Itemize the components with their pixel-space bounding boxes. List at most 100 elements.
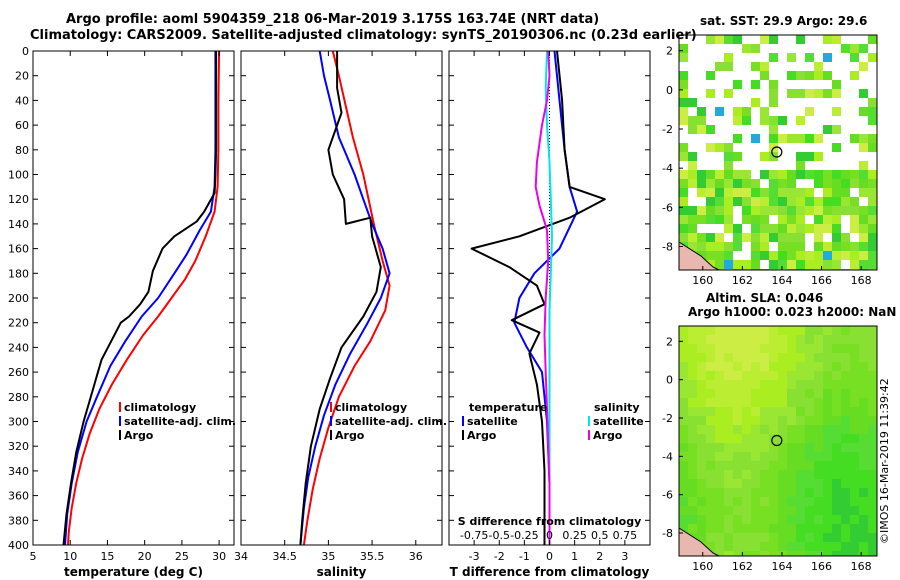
- sla-map-cell: [787, 425, 796, 434]
- sla-map-cell: [751, 380, 760, 389]
- sla-map-cell: [832, 398, 841, 407]
- sst-map-title: sat. SST: 29.9 Argo: 29.6: [700, 14, 868, 28]
- sla-map-cell: [778, 461, 787, 470]
- x-tick-label: 30: [212, 550, 226, 563]
- sla-map-cell: [841, 533, 850, 542]
- sla-map-cell: [679, 380, 688, 389]
- sla-map-cell: [787, 488, 796, 497]
- sla-map-cell: [742, 479, 751, 488]
- sla-map-cell: [778, 443, 787, 452]
- sla-map-cell: [697, 524, 706, 533]
- sst-map-cell: [760, 242, 769, 251]
- sla-map-cell: [796, 353, 805, 362]
- sla-map-cell: [859, 479, 868, 488]
- sst-map-cell: [751, 206, 760, 215]
- sla-map-cell: [679, 434, 688, 443]
- sst-map-cell: [850, 224, 859, 233]
- map-x-tick-label: 166: [811, 560, 832, 573]
- sla-map-cell: [823, 551, 832, 556]
- sla-map-cell: [832, 380, 841, 389]
- sst-map-cell: [760, 251, 769, 260]
- sst-map-cell: [769, 134, 778, 143]
- y-tick-label: 280: [8, 391, 29, 404]
- sla-map-cell: [769, 524, 778, 533]
- sla-map-cell: [760, 380, 769, 389]
- y-tick-label: 220: [8, 317, 29, 330]
- sst-map-cell: [850, 179, 859, 188]
- legend-diff-sal-argo: Argo: [593, 429, 623, 442]
- sla-map-cell: [733, 488, 742, 497]
- sst-map-cell: [742, 179, 751, 188]
- sst-map-cell: [760, 215, 769, 224]
- map-x-tick-label: 164: [771, 274, 792, 287]
- sla-map-cell: [751, 344, 760, 353]
- sla-map-cell: [778, 551, 787, 556]
- sst-map-cell: [814, 206, 823, 215]
- sla-map-cell: [769, 551, 778, 556]
- sla-map-cell: [715, 416, 724, 425]
- sst-map-cell: [688, 179, 697, 188]
- x-tick-label: -3: [469, 550, 480, 563]
- sst-map-cell: [742, 233, 751, 242]
- sla-map-cell: [778, 533, 787, 542]
- sla-map-cell: [715, 488, 724, 497]
- sst-map-cell: [706, 179, 715, 188]
- sla-map-cell: [742, 506, 751, 515]
- sst-map-cell: [769, 197, 778, 206]
- sla-map-cell: [859, 344, 868, 353]
- sla-map-cell: [751, 398, 760, 407]
- sla-map-cell: [823, 326, 832, 335]
- sla-map-cell: [724, 551, 733, 556]
- sst-map-cell: [697, 107, 706, 116]
- sla-map-cell: [805, 452, 814, 461]
- sla-map-cell: [733, 353, 742, 362]
- sla-map-cell: [751, 506, 760, 515]
- sla-map-cell: [742, 497, 751, 506]
- sla-map-cell: [697, 506, 706, 515]
- sst-map-cell: [778, 179, 787, 188]
- top-tick-label: -0.75: [460, 529, 488, 542]
- sst-map-cell: [787, 134, 796, 143]
- sla-map-cell: [769, 389, 778, 398]
- x-tick-label: 15: [100, 550, 114, 563]
- sla-map-cell: [688, 425, 697, 434]
- sst-map-cell: [841, 206, 850, 215]
- sla-map-cell: [796, 452, 805, 461]
- credit-text: ©IMOS 16-Mar-2019 11:39:42: [878, 378, 891, 544]
- sla-map-cell: [823, 470, 832, 479]
- sla-map-cell: [679, 416, 688, 425]
- sla-map-cell: [769, 461, 778, 470]
- sst-map-cell: [868, 107, 877, 116]
- y-tick-label: 240: [8, 341, 29, 354]
- sst-map-cell: [733, 80, 742, 89]
- sla-map-cell: [760, 344, 769, 353]
- sst-map-cell: [688, 170, 697, 179]
- sla-map-cell: [715, 461, 724, 470]
- sst-map-cell: [769, 98, 778, 107]
- sla-map-cell: [760, 434, 769, 443]
- sla-map-cell: [715, 479, 724, 488]
- sst-map-cell: [760, 152, 769, 161]
- sla-map-cell: [760, 470, 769, 479]
- map-y-tick-label: -2: [662, 123, 673, 136]
- sst-map-cell: [688, 215, 697, 224]
- x-tick-label: 34: [234, 550, 248, 563]
- sla-map-cell: [724, 542, 733, 551]
- sst-map-cell: [715, 35, 724, 44]
- sla-map-cell: [796, 407, 805, 416]
- sst-map-cell: [823, 206, 832, 215]
- sst-map-cell: [859, 107, 868, 116]
- sst-map-cell: [832, 143, 841, 152]
- sst-map-cell: [760, 62, 769, 71]
- sst-map-cell: [841, 179, 850, 188]
- sla-map-cell: [841, 506, 850, 515]
- sla-map-cell: [697, 335, 706, 344]
- sla-map-cell: [742, 326, 751, 335]
- map-y-tick-label: 2: [666, 335, 673, 348]
- sla-map-cell: [796, 470, 805, 479]
- sla-map-cell: [688, 515, 697, 524]
- sla-map-cell: [850, 479, 859, 488]
- sla-map-cell: [823, 371, 832, 380]
- sla-map-cell: [742, 452, 751, 461]
- sla-map-cell: [715, 551, 724, 556]
